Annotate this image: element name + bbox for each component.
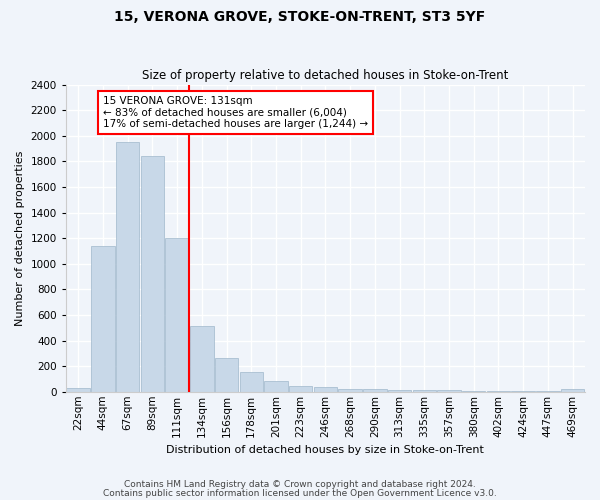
Title: Size of property relative to detached houses in Stoke-on-Trent: Size of property relative to detached ho… [142,69,509,82]
Bar [561,389,584,392]
Bar [239,372,263,392]
Text: 15, VERONA GROVE, STOKE-ON-TRENT, ST3 5YF: 15, VERONA GROVE, STOKE-ON-TRENT, ST3 5Y… [115,10,485,24]
Bar [363,389,386,392]
Bar [511,391,535,392]
Bar [215,358,238,392]
Text: Contains HM Land Registry data © Crown copyright and database right 2024.: Contains HM Land Registry data © Crown c… [124,480,476,489]
Bar [289,386,313,392]
Bar [536,391,560,392]
Bar [462,390,485,392]
Bar [487,391,510,392]
Bar [190,326,214,392]
Bar [413,390,436,392]
Bar [338,389,362,392]
Bar [140,156,164,392]
Bar [91,246,115,392]
Text: 15 VERONA GROVE: 131sqm
← 83% of detached houses are smaller (6,004)
17% of semi: 15 VERONA GROVE: 131sqm ← 83% of detache… [103,96,368,130]
X-axis label: Distribution of detached houses by size in Stoke-on-Trent: Distribution of detached houses by size … [166,445,484,455]
Bar [314,387,337,392]
Y-axis label: Number of detached properties: Number of detached properties [15,150,25,326]
Bar [388,390,412,392]
Bar [437,390,461,392]
Text: Contains public sector information licensed under the Open Government Licence v3: Contains public sector information licen… [103,488,497,498]
Bar [116,142,139,392]
Bar [264,381,288,392]
Bar [166,238,189,392]
Bar [67,388,90,392]
